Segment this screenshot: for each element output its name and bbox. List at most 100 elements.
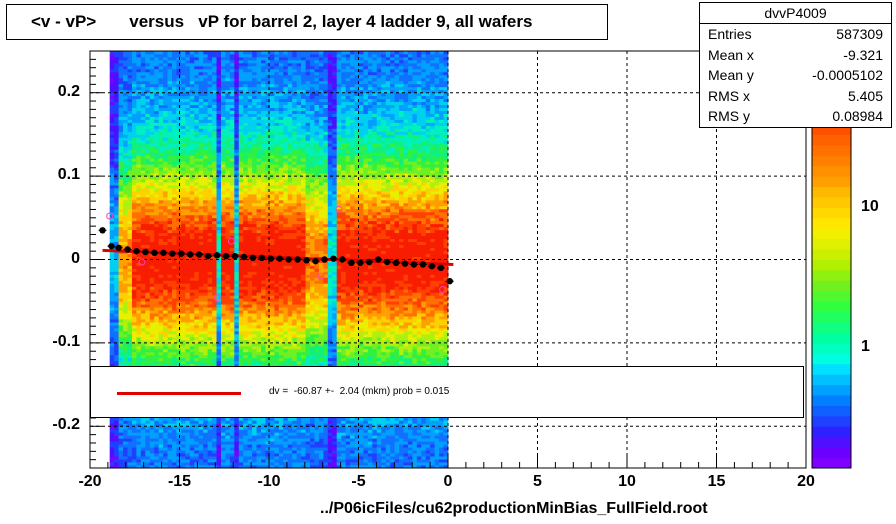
heatmap-cell <box>189 202 195 207</box>
heatmap-cell <box>136 271 142 275</box>
heatmap-cell <box>252 122 257 126</box>
heatmap-cell <box>140 265 146 269</box>
heatmap-cell <box>220 283 226 287</box>
heatmap-cell <box>167 325 173 329</box>
heatmap-cell <box>252 423 257 427</box>
heatmap-cell <box>252 462 257 466</box>
heatmap-cell <box>136 417 142 421</box>
heatmap-cell <box>207 265 213 269</box>
heatmap-cell <box>229 322 235 326</box>
heatmap-cell <box>252 265 257 269</box>
heatmap-cell <box>109 119 115 123</box>
heatmap-cell <box>180 188 186 192</box>
heatmap-cell <box>123 328 128 332</box>
heatmap-cell <box>180 351 186 356</box>
heatmap-cell <box>158 125 164 129</box>
heatmap-cell <box>194 101 200 106</box>
heatmap-cell <box>163 185 168 189</box>
heatmap-cell <box>176 164 182 168</box>
heatmap-cell <box>216 322 222 326</box>
heatmap-cell <box>167 319 173 323</box>
heatmap-cell <box>176 107 182 111</box>
heatmap-cell <box>194 426 200 430</box>
heatmap-cell <box>172 429 177 433</box>
heatmap-cell <box>261 330 266 335</box>
heatmap-cell <box>140 164 146 168</box>
heatmap-cell <box>216 86 222 91</box>
heatmap-cell <box>114 325 119 329</box>
heatmap-cell <box>203 110 209 114</box>
heatmap-cell <box>158 74 164 79</box>
heatmap-cell <box>234 65 240 70</box>
heatmap-cell <box>180 423 186 427</box>
heatmap-cell <box>189 128 195 132</box>
heatmap-cell <box>207 152 213 156</box>
heatmap-cell <box>131 345 137 350</box>
heatmap-cell <box>180 140 186 144</box>
heatmap-cell <box>149 161 155 165</box>
heatmap-cell <box>140 128 146 132</box>
heatmap-cell <box>149 450 155 454</box>
heatmap-cell <box>261 325 266 329</box>
heatmap-cell <box>216 107 222 111</box>
heatmap-cell <box>220 238 226 243</box>
heatmap-cell <box>123 420 128 424</box>
heatmap-cell <box>203 328 209 332</box>
heatmap-cell <box>207 289 213 293</box>
heatmap-cell <box>198 176 204 180</box>
heatmap-cell <box>123 51 128 55</box>
heatmap-cell <box>265 360 271 365</box>
heatmap-cell <box>154 417 160 421</box>
heatmap-cell <box>136 167 142 171</box>
heatmap-cell <box>109 199 115 204</box>
heatmap-cell <box>158 459 164 463</box>
heatmap-cell <box>194 354 200 359</box>
heatmap-cell <box>234 104 240 108</box>
heatmap-cell <box>234 152 240 156</box>
heatmap-cell <box>229 95 235 100</box>
heatmap-cell <box>154 59 160 64</box>
heatmap-cell <box>149 71 155 76</box>
heatmap-cell <box>131 447 137 451</box>
heatmap-cell <box>158 161 164 165</box>
heatmap-cell <box>180 152 186 156</box>
heatmap-cell <box>247 322 253 326</box>
heatmap-cell <box>203 274 209 278</box>
heatmap-cell <box>189 119 195 123</box>
heatmap-cell <box>131 146 137 150</box>
heatmap-cell <box>243 289 249 293</box>
heatmap-cell <box>261 420 266 424</box>
heatmap-cell <box>140 316 146 320</box>
heatmap-cell <box>140 56 146 61</box>
heatmap-cell <box>158 205 164 210</box>
heatmap-cell <box>114 83 119 88</box>
heatmap-cell <box>234 342 240 347</box>
heatmap-cell <box>167 217 173 222</box>
heatmap-cell <box>163 51 168 55</box>
heatmap-cell <box>136 101 142 106</box>
heatmap-cell <box>220 432 226 436</box>
heatmap-cell <box>118 214 124 219</box>
heatmap-cell <box>158 53 164 58</box>
heatmap-cell <box>172 71 177 76</box>
heatmap-cell <box>261 259 266 263</box>
heatmap-cell <box>185 465 191 469</box>
heatmap-cell <box>149 435 155 439</box>
heatmap-cell <box>198 68 204 73</box>
heatmap-cell <box>220 77 226 82</box>
heatmap-cell <box>145 143 151 147</box>
heatmap-cell <box>220 89 226 94</box>
heatmap-cell <box>140 256 146 260</box>
heatmap-cell <box>136 268 142 272</box>
heatmap-cell <box>149 65 155 70</box>
heatmap-cell <box>109 256 115 260</box>
heatmap-cell <box>109 280 115 284</box>
heatmap-cell <box>189 131 195 135</box>
heatmap-cell <box>229 426 235 430</box>
heatmap-cell <box>216 202 222 207</box>
heatmap-cell <box>163 143 168 147</box>
heatmap-cell <box>109 53 115 58</box>
heatmap-cell <box>145 74 151 79</box>
heatmap-cell <box>149 235 155 240</box>
heatmap-cell <box>234 140 240 144</box>
